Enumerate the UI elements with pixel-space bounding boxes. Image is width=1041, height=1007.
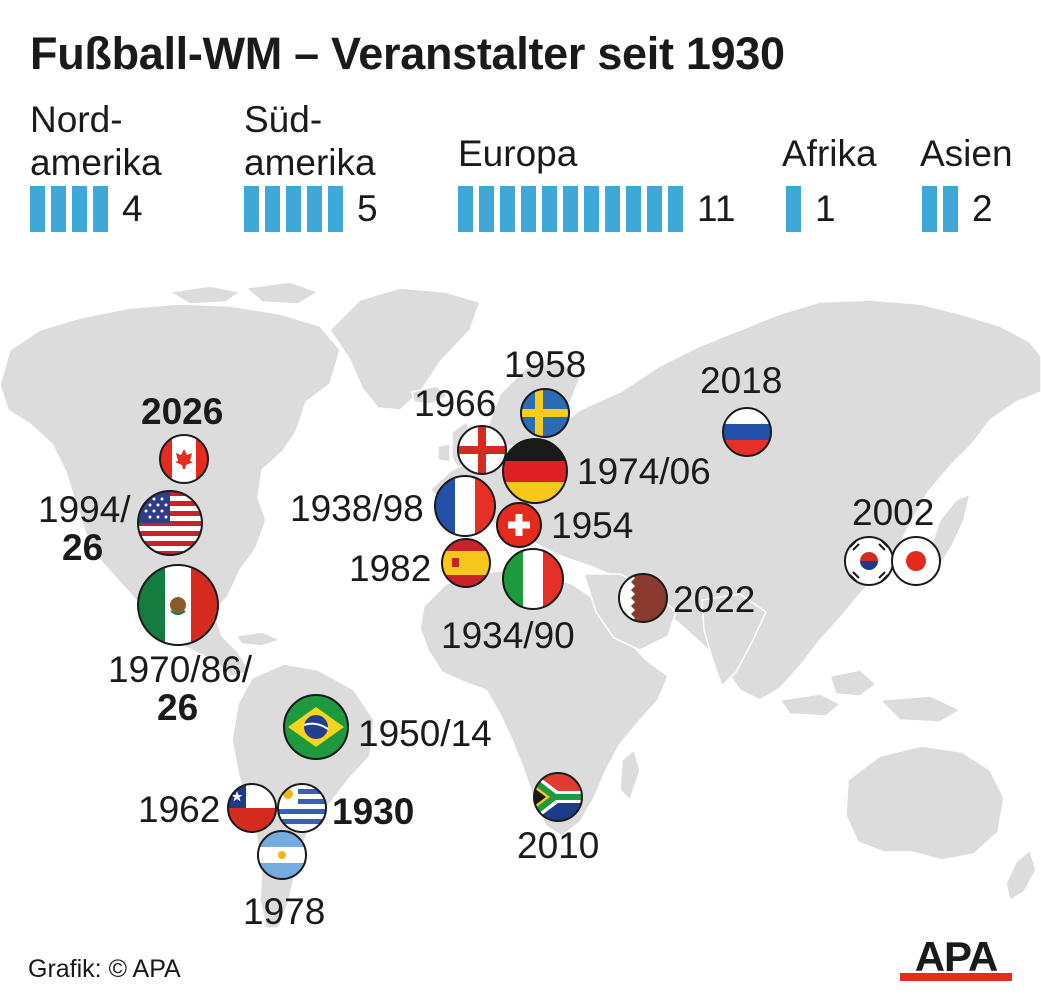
count-bar-segment — [307, 186, 322, 232]
count-bar-segment — [93, 186, 108, 232]
england-flag-icon — [457, 425, 507, 475]
label-qatar: 2022 — [673, 579, 756, 620]
count-bar: 5 — [244, 186, 378, 232]
count-bar-segment — [943, 186, 958, 232]
label-germany: 1974/06 — [577, 451, 711, 492]
uruguay-flag-icon — [277, 783, 327, 833]
label-argentina: 1978 — [243, 891, 326, 932]
continent-name: Nord- amerika — [30, 99, 162, 183]
legend-south-america: Süd- amerika 5 — [244, 98, 378, 232]
legend-europe: Europa 11 — [458, 132, 735, 232]
land-arctic-islands — [167, 285, 242, 305]
count-bar-segment — [668, 186, 683, 232]
count-bar-segment — [51, 186, 66, 232]
chile-flag-icon — [227, 783, 277, 833]
count-bar-segment — [922, 186, 937, 232]
count-bar-segment — [244, 186, 259, 232]
land-australia — [845, 745, 1005, 861]
count-bar-segment — [786, 186, 801, 232]
count-bar-segment — [563, 186, 578, 232]
continent-name: Süd- amerika — [244, 99, 376, 183]
argentina-flag-icon — [257, 830, 307, 880]
label-sweden: 1958 — [504, 344, 587, 385]
legend-africa: Afrika 1 — [782, 132, 877, 232]
label-south-africa: 2010 — [517, 825, 600, 866]
count-bar-segment — [647, 186, 662, 232]
continent-name: Afrika — [782, 133, 877, 174]
count-bar-segment — [458, 186, 473, 232]
label-switzerland: 1954 — [551, 505, 634, 546]
south-africa-flag-icon — [533, 772, 583, 822]
svg-text:APA: APA — [915, 935, 998, 980]
count-bar: 4 — [30, 186, 143, 232]
legend-asia: Asien 2 — [920, 132, 1013, 232]
germany-flag-icon — [502, 438, 568, 504]
count-bar: 11 — [458, 186, 735, 232]
count-value: 11 — [697, 188, 736, 229]
label-mexico-line2: 26 — [157, 687, 199, 728]
legend-north-america: Nord- amerika 4 — [30, 98, 162, 232]
count-bar-segment — [605, 186, 620, 232]
continent-name: Asien — [920, 133, 1013, 174]
count-bar-segment — [500, 186, 515, 232]
land-greenland — [329, 287, 481, 411]
label-chile: 1962 — [138, 789, 221, 830]
count-bar-segment — [328, 186, 343, 232]
label-spain: 1982 — [349, 548, 432, 589]
count-bar-segment — [521, 186, 536, 232]
canada-flag-icon — [159, 434, 209, 484]
count-bar-segment — [286, 186, 301, 232]
count-value: 1 — [815, 188, 836, 229]
count-bar-segment — [584, 186, 599, 232]
count-value: 5 — [357, 188, 378, 229]
land-southeast-asia — [778, 693, 842, 717]
label-russia: 2018 — [700, 360, 783, 401]
page-title: Fußball-WM – Veranstalter seit 1930 — [30, 28, 785, 79]
count-value: 2 — [972, 188, 993, 229]
land-iceland — [411, 385, 450, 405]
count-bar: 2 — [922, 186, 993, 232]
qatar-flag-icon — [618, 573, 668, 623]
label-england: 1966 — [414, 383, 497, 424]
label-usa-line1: 1994/ — [38, 489, 131, 530]
label-uruguay: 1930 — [332, 791, 415, 832]
label-france: 1938/98 — [290, 488, 424, 529]
south-korea-flag-icon — [844, 536, 894, 586]
land-caribbean — [234, 631, 283, 647]
label-mexico-line1: 1970/86/ — [108, 649, 253, 690]
count-bar: 1 — [786, 186, 836, 232]
russia-flag-icon — [722, 407, 772, 457]
label-brazil: 1950/14 — [358, 713, 492, 754]
count-bar-segment — [626, 186, 641, 232]
label-south-korea-japan: 2002 — [852, 492, 935, 533]
label-canada: 2026 — [141, 391, 224, 432]
brazil-flag-icon — [283, 694, 349, 760]
credit-text: Grafik: © APA — [28, 955, 181, 983]
label-italy: 1934/90 — [441, 615, 575, 656]
switzerland-flag-icon — [496, 502, 542, 548]
spain-flag-icon — [441, 538, 491, 588]
land-madagascar — [619, 748, 641, 802]
count-bar-segment — [30, 186, 45, 232]
land-india — [701, 593, 767, 688]
count-bar-segment — [72, 186, 87, 232]
label-usa-line2: 26 — [62, 527, 104, 568]
count-bar-segment — [542, 186, 557, 232]
count-bar-segment — [265, 186, 280, 232]
count-bar-segment — [479, 186, 494, 232]
continent-name: Europa — [458, 133, 578, 174]
apa-logo: APA — [900, 935, 1012, 981]
mexico-flag-icon — [137, 564, 219, 646]
france-flag-icon — [434, 475, 496, 537]
usa-flag-icon — [137, 490, 203, 556]
italy-flag-icon — [502, 548, 564, 610]
land-new-zealand — [1005, 848, 1037, 902]
japan-flag-icon — [891, 536, 941, 586]
count-value: 4 — [122, 188, 143, 229]
sweden-flag-icon — [520, 388, 570, 438]
